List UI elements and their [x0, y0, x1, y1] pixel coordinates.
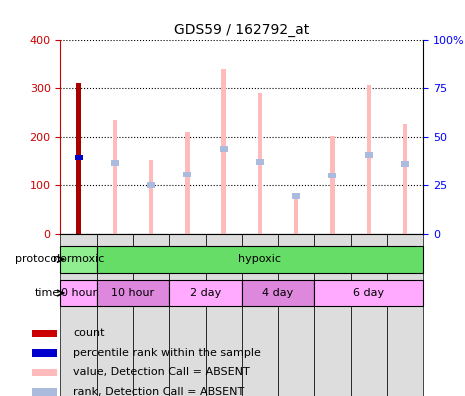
Bar: [401, 161, 409, 167]
Bar: [330, 136, 335, 234]
Bar: [403, 124, 407, 234]
Bar: [183, 171, 192, 177]
FancyBboxPatch shape: [314, 280, 423, 307]
Bar: [185, 132, 190, 234]
Bar: [32, 369, 57, 376]
Text: count: count: [73, 328, 105, 338]
Text: hypoxic: hypoxic: [239, 254, 281, 265]
FancyBboxPatch shape: [169, 280, 242, 307]
Bar: [294, 196, 299, 234]
FancyBboxPatch shape: [314, 234, 351, 396]
Bar: [76, 83, 81, 234]
FancyBboxPatch shape: [278, 234, 314, 396]
Bar: [328, 173, 337, 178]
FancyBboxPatch shape: [351, 234, 387, 396]
Text: protocol: protocol: [15, 254, 60, 265]
Bar: [258, 93, 262, 234]
Bar: [74, 155, 83, 160]
FancyBboxPatch shape: [60, 280, 97, 307]
Text: 6 day: 6 day: [353, 288, 384, 298]
FancyBboxPatch shape: [133, 234, 169, 396]
FancyBboxPatch shape: [387, 234, 423, 396]
Bar: [147, 182, 155, 188]
FancyBboxPatch shape: [97, 280, 169, 307]
FancyBboxPatch shape: [206, 234, 242, 396]
Text: time: time: [35, 288, 60, 298]
Text: normoxic: normoxic: [53, 254, 104, 265]
Text: 4 day: 4 day: [262, 288, 294, 298]
FancyBboxPatch shape: [242, 280, 314, 307]
Bar: [256, 160, 264, 165]
Bar: [149, 160, 153, 234]
Bar: [32, 388, 57, 396]
Text: 2 day: 2 day: [190, 288, 221, 298]
Bar: [366, 85, 371, 234]
Bar: [32, 329, 57, 337]
Bar: [292, 193, 300, 199]
FancyBboxPatch shape: [97, 234, 133, 396]
Bar: [219, 146, 228, 152]
Bar: [32, 349, 57, 357]
FancyBboxPatch shape: [60, 234, 97, 396]
FancyBboxPatch shape: [169, 234, 206, 396]
Text: 10 hour: 10 hour: [112, 288, 154, 298]
Text: percentile rank within the sample: percentile rank within the sample: [73, 348, 261, 358]
FancyBboxPatch shape: [97, 246, 423, 273]
Text: rank, Detection Call = ABSENT: rank, Detection Call = ABSENT: [73, 387, 245, 396]
FancyBboxPatch shape: [60, 246, 97, 273]
Bar: [113, 120, 117, 234]
Bar: [111, 160, 119, 166]
Text: value, Detection Call = ABSENT: value, Detection Call = ABSENT: [73, 367, 250, 377]
Bar: [221, 69, 226, 234]
Text: 0 hour: 0 hour: [60, 288, 97, 298]
Bar: [365, 152, 373, 158]
FancyBboxPatch shape: [242, 234, 278, 396]
Title: GDS59 / 162792_at: GDS59 / 162792_at: [174, 23, 309, 37]
